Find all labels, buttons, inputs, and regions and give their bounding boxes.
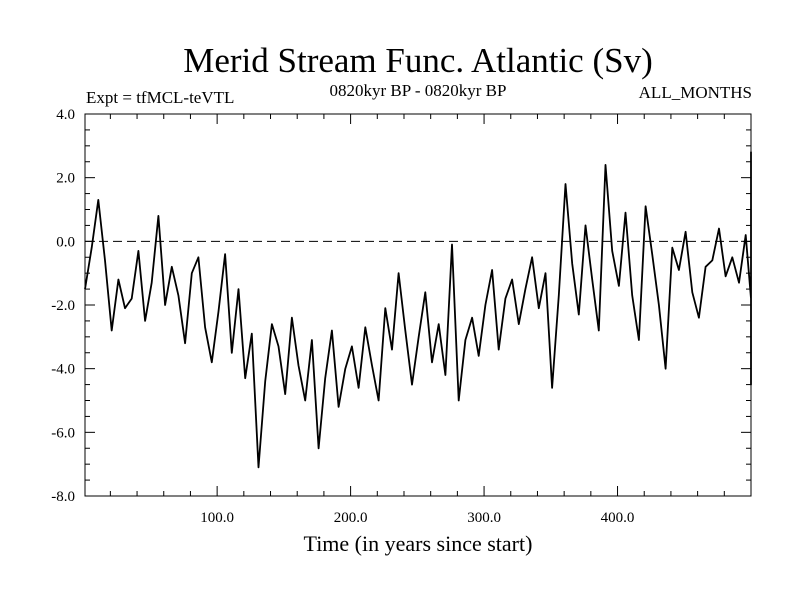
x-axis-label: Time (in years since start) xyxy=(304,531,533,556)
x-tick-label: 100.0 xyxy=(200,510,234,526)
y-tick-label: -8.0 xyxy=(51,489,75,505)
y-tick-label: 4.0 xyxy=(56,107,75,123)
axis-tick-labels: -8.0 -6.0 -4.0 -2.0 0.0 2.0 4.0 100.0 200.0 300.0… xyxy=(51,107,634,526)
x-tick-label: 400.0 xyxy=(601,510,635,526)
axis-ticks xyxy=(85,113,751,497)
y-tick-label: 2.0 xyxy=(56,171,75,187)
chart-title: Merid Stream Func. Atlantic (Sv) xyxy=(183,41,653,80)
subtitle-period: 0820kyr BP - 0820kyr BP xyxy=(330,81,507,100)
series-line xyxy=(84,151,752,469)
plot-frame xyxy=(84,113,752,497)
y-tick-label: -2.0 xyxy=(51,298,75,314)
y-tick-label: -6.0 xyxy=(51,425,75,441)
x-tick-label: 200.0 xyxy=(334,510,368,526)
subtitle-experiment: Expt = tfMCL-teVTL xyxy=(86,88,234,107)
x-tick-label: 300.0 xyxy=(467,510,501,526)
y-tick-label: -4.0 xyxy=(51,362,75,378)
y-tick-label: 0.0 xyxy=(56,234,75,250)
subtitle-months: ALL_MONTHS xyxy=(639,83,752,102)
